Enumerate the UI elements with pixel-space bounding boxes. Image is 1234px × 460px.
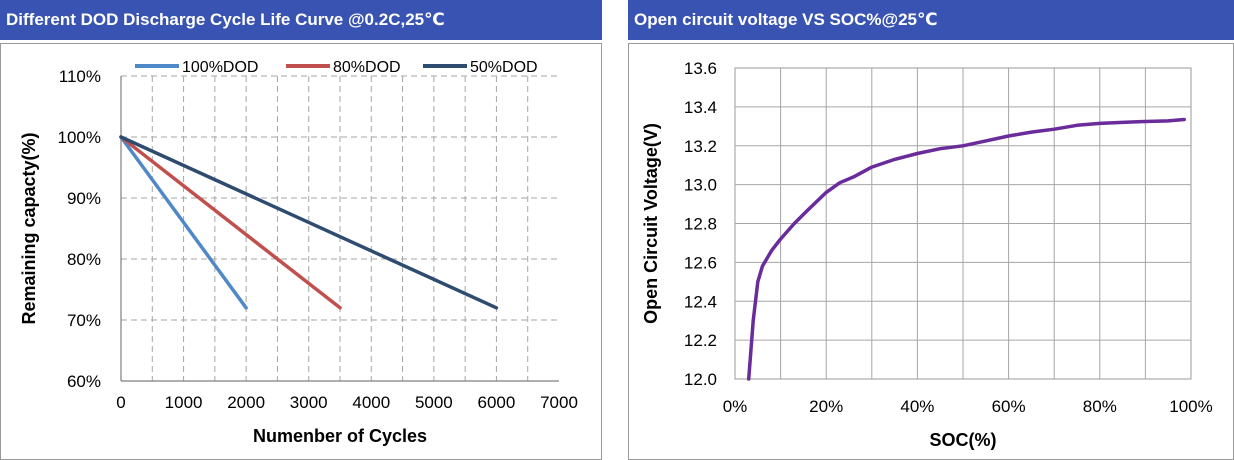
y-tick-label: 13.6	[684, 59, 717, 78]
legend-label-1: 80%DOD	[333, 59, 401, 76]
y-tick-label: 110%	[59, 67, 101, 86]
y-tick-label: 80%	[67, 250, 101, 269]
y-tick-label: 13.2	[684, 137, 717, 156]
x-axis-title: SOC(%)	[930, 430, 997, 450]
y-tick-label: 13.4	[684, 98, 717, 117]
x-tick-label: 3000	[290, 393, 328, 412]
legend-label-2: 50%DOD	[470, 59, 538, 76]
y-axis-title: Remaining capacty(%)	[19, 132, 39, 324]
cycle-life-chart-title: Different DOD Discharge Cycle Life Curve…	[0, 0, 602, 40]
ocv-chart-panel: Open circuit voltage VS SOC%@25℃ 12.0 12.…	[628, 0, 1234, 460]
x-tick-label: 7000	[540, 393, 578, 412]
x-tick-label: 4000	[352, 393, 390, 412]
x-tick-label: 2000	[227, 393, 265, 412]
y-tick-label: 12.6	[684, 253, 717, 272]
y-tick-label: 12.2	[684, 331, 717, 350]
x-tick-label: 0%	[723, 397, 748, 416]
series-line-0	[119, 135, 248, 310]
x-tick-label: 1000	[165, 393, 203, 412]
x-tick-label: 80%	[1083, 397, 1117, 416]
x-tick-label: 60%	[992, 397, 1026, 416]
x-tick-label: 6000	[478, 393, 516, 412]
x-tick-label: 5000	[415, 393, 453, 412]
x-axis-title: Numenber of Cycles	[253, 426, 427, 446]
cycle-life-chart-panel: Different DOD Discharge Cycle Life Curve…	[0, 0, 602, 460]
cycle-life-chart-frame: 60% 70% 80% 90% 100% 110% 0 1000 2000 3000 4000 500…	[0, 43, 602, 460]
y-tick-label: 90%	[67, 189, 101, 208]
ocv-chart-svg: 12.0 12.2 12.4 12.6 12.8 13.0 13.2 13.4 13.6 0% 20…	[641, 59, 1213, 450]
y-tick-label: 70%	[67, 311, 101, 330]
series-line-1	[119, 135, 342, 310]
ocv-chart-frame: 12.0 12.2 12.4 12.6 12.8 13.0 13.2 13.4 13.6 0% 20…	[628, 43, 1234, 460]
x-tick-label: 40%	[900, 397, 934, 416]
y-tick-label: 12.4	[684, 292, 717, 311]
y-tick-label: 12.0	[684, 370, 717, 389]
y-tick-label: 100%	[58, 128, 101, 147]
cycle-life-chart-svg: 60% 70% 80% 90% 100% 110% 0 1000 2000 3000 4000 500…	[19, 59, 578, 446]
x-tick-label: 0	[116, 393, 125, 412]
series-line-2	[119, 135, 499, 310]
legend-label-0: 100%DOD	[182, 59, 258, 76]
y-tick-label: 60%	[67, 372, 101, 391]
ocv-chart-title: Open circuit voltage VS SOC%@25℃	[628, 0, 1234, 40]
y-axis-title: Open Circuit Voltage(V)	[641, 123, 661, 324]
series-line-0	[746, 117, 1186, 381]
y-tick-label: 13.0	[684, 176, 717, 195]
x-tick-label: 100%	[1169, 397, 1212, 416]
y-tick-label: 12.8	[684, 215, 717, 234]
x-tick-label: 20%	[809, 397, 843, 416]
